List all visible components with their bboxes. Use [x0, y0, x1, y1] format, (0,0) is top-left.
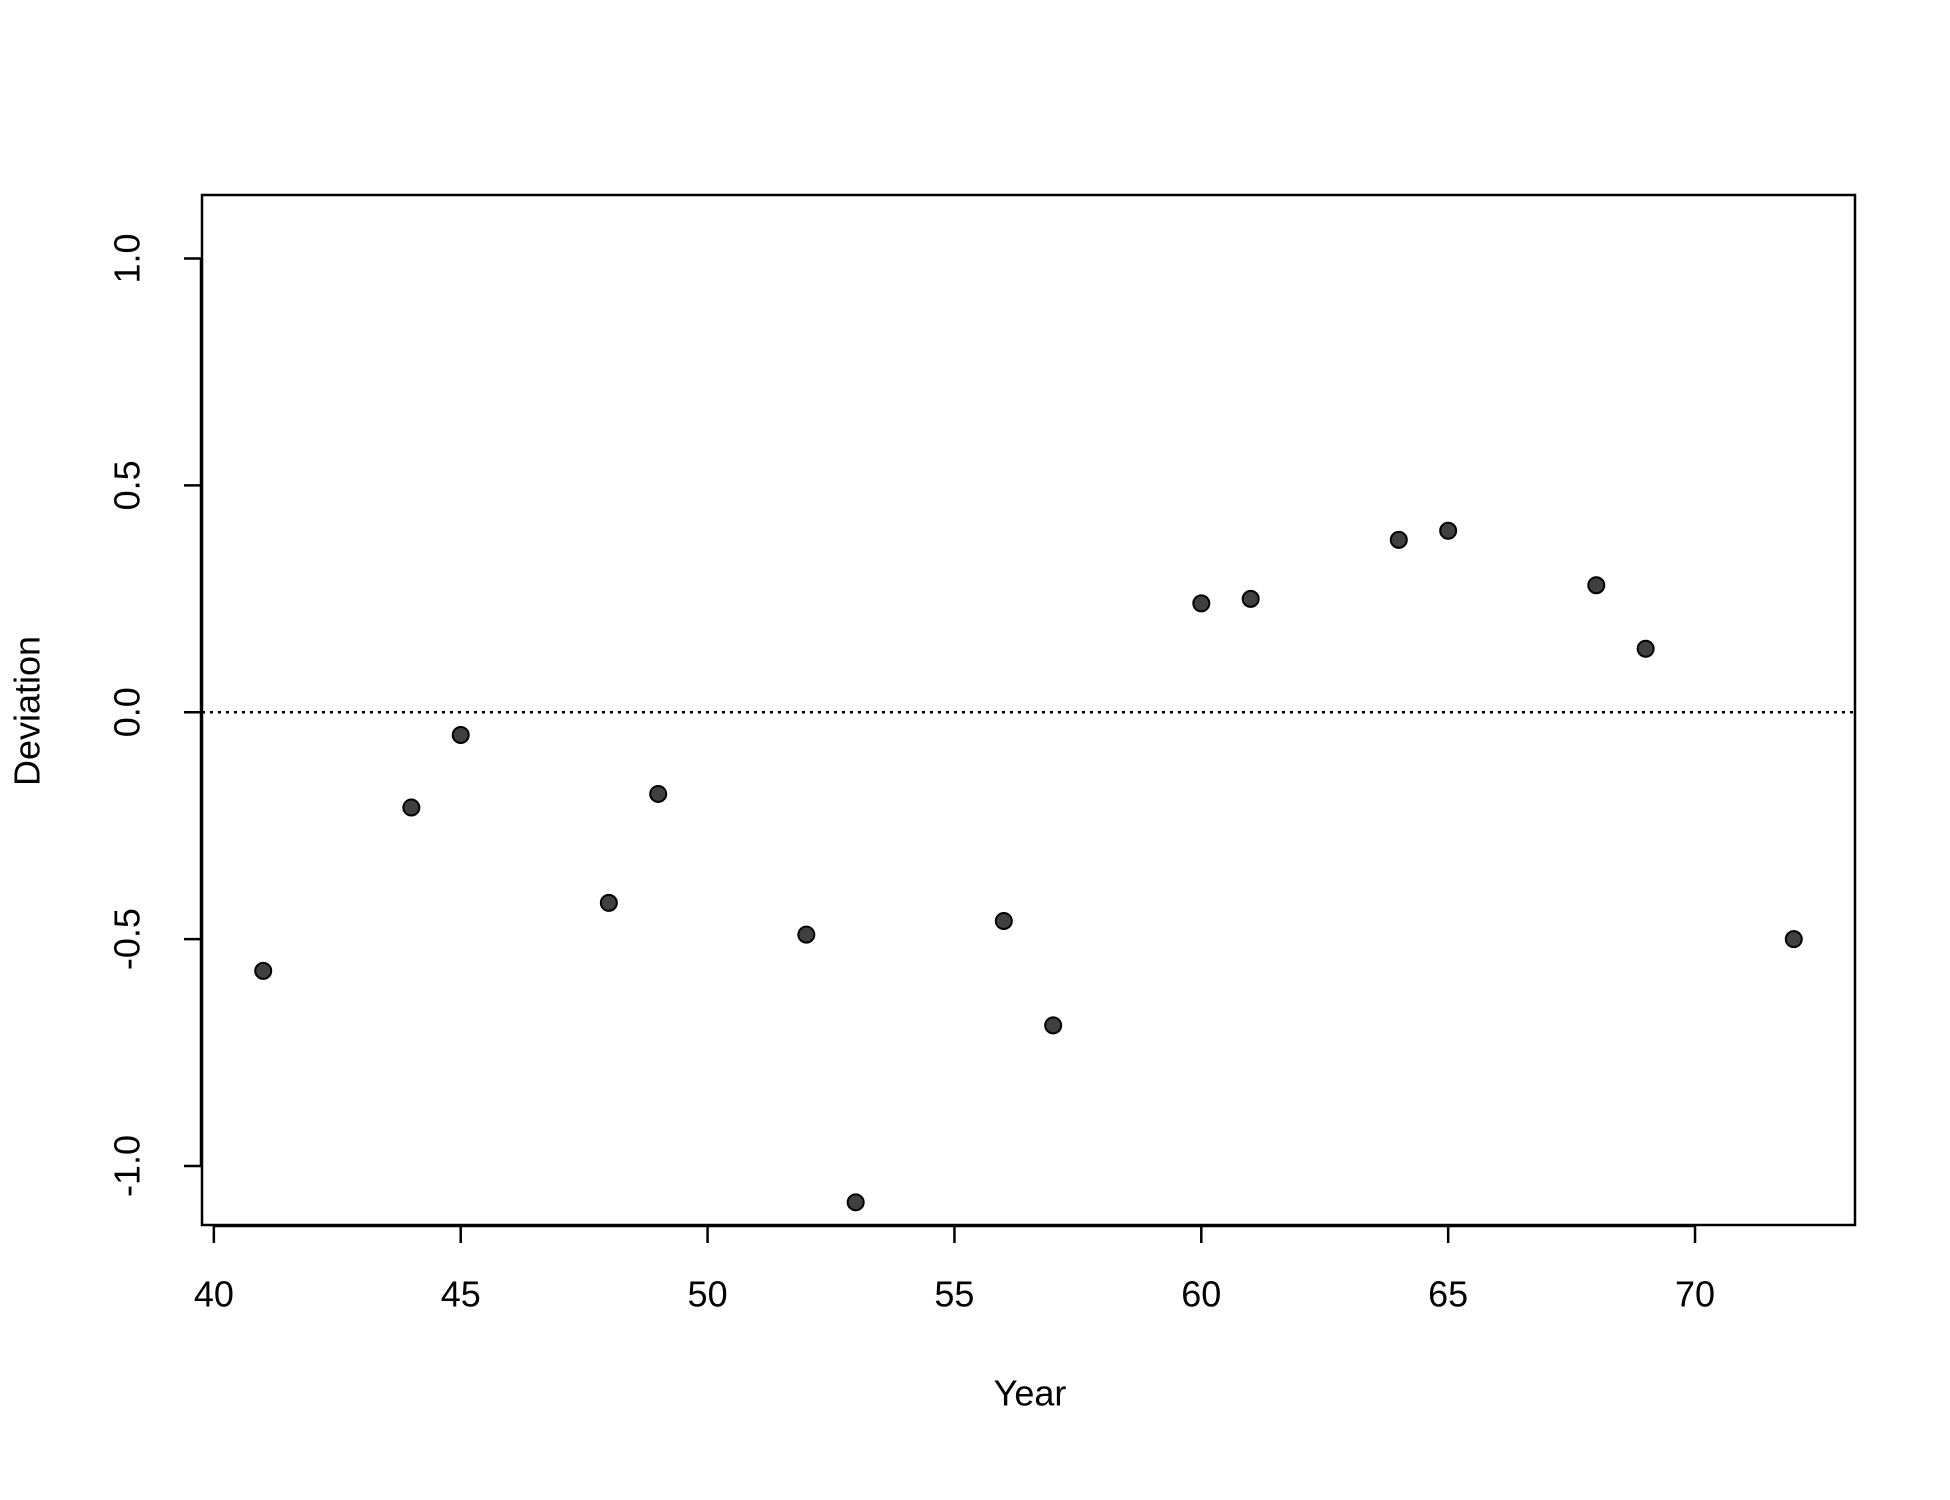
x-tick-label: 40: [194, 1274, 234, 1315]
data-point: [1636, 639, 1655, 658]
data-point: [846, 1193, 865, 1212]
y-tick-label: 0.5: [107, 460, 148, 510]
data-point: [254, 961, 273, 980]
x-tick-label: 60: [1181, 1274, 1221, 1315]
y-tick-label: -0.5: [107, 908, 148, 970]
data-point: [1587, 576, 1606, 595]
data-point: [1241, 589, 1260, 608]
x-tick-label: 55: [934, 1274, 974, 1315]
x-tick-label: 70: [1675, 1274, 1715, 1315]
data-point: [402, 798, 421, 817]
x-tick-label: 65: [1428, 1274, 1468, 1315]
data-point: [1439, 521, 1458, 540]
x-tick-label: 50: [688, 1274, 728, 1315]
data-point: [451, 725, 470, 744]
y-axis-title: Deviation: [7, 636, 48, 786]
y-tick-label: 0.0: [107, 687, 148, 737]
data-point: [994, 911, 1013, 930]
data-point: [649, 784, 668, 803]
data-point: [1192, 594, 1211, 613]
data-point: [1389, 530, 1408, 549]
data-point: [797, 925, 816, 944]
y-tick-label: -1.0: [107, 1135, 148, 1197]
x-tick-label: 45: [441, 1274, 481, 1315]
plot-frame: [200, 193, 1857, 1227]
x-axis-title: Year: [994, 1373, 1067, 1414]
data-point: [1784, 930, 1803, 949]
data-point: [599, 893, 618, 912]
data-point: [1044, 1016, 1063, 1035]
y-tick-label: 1.0: [107, 234, 148, 284]
